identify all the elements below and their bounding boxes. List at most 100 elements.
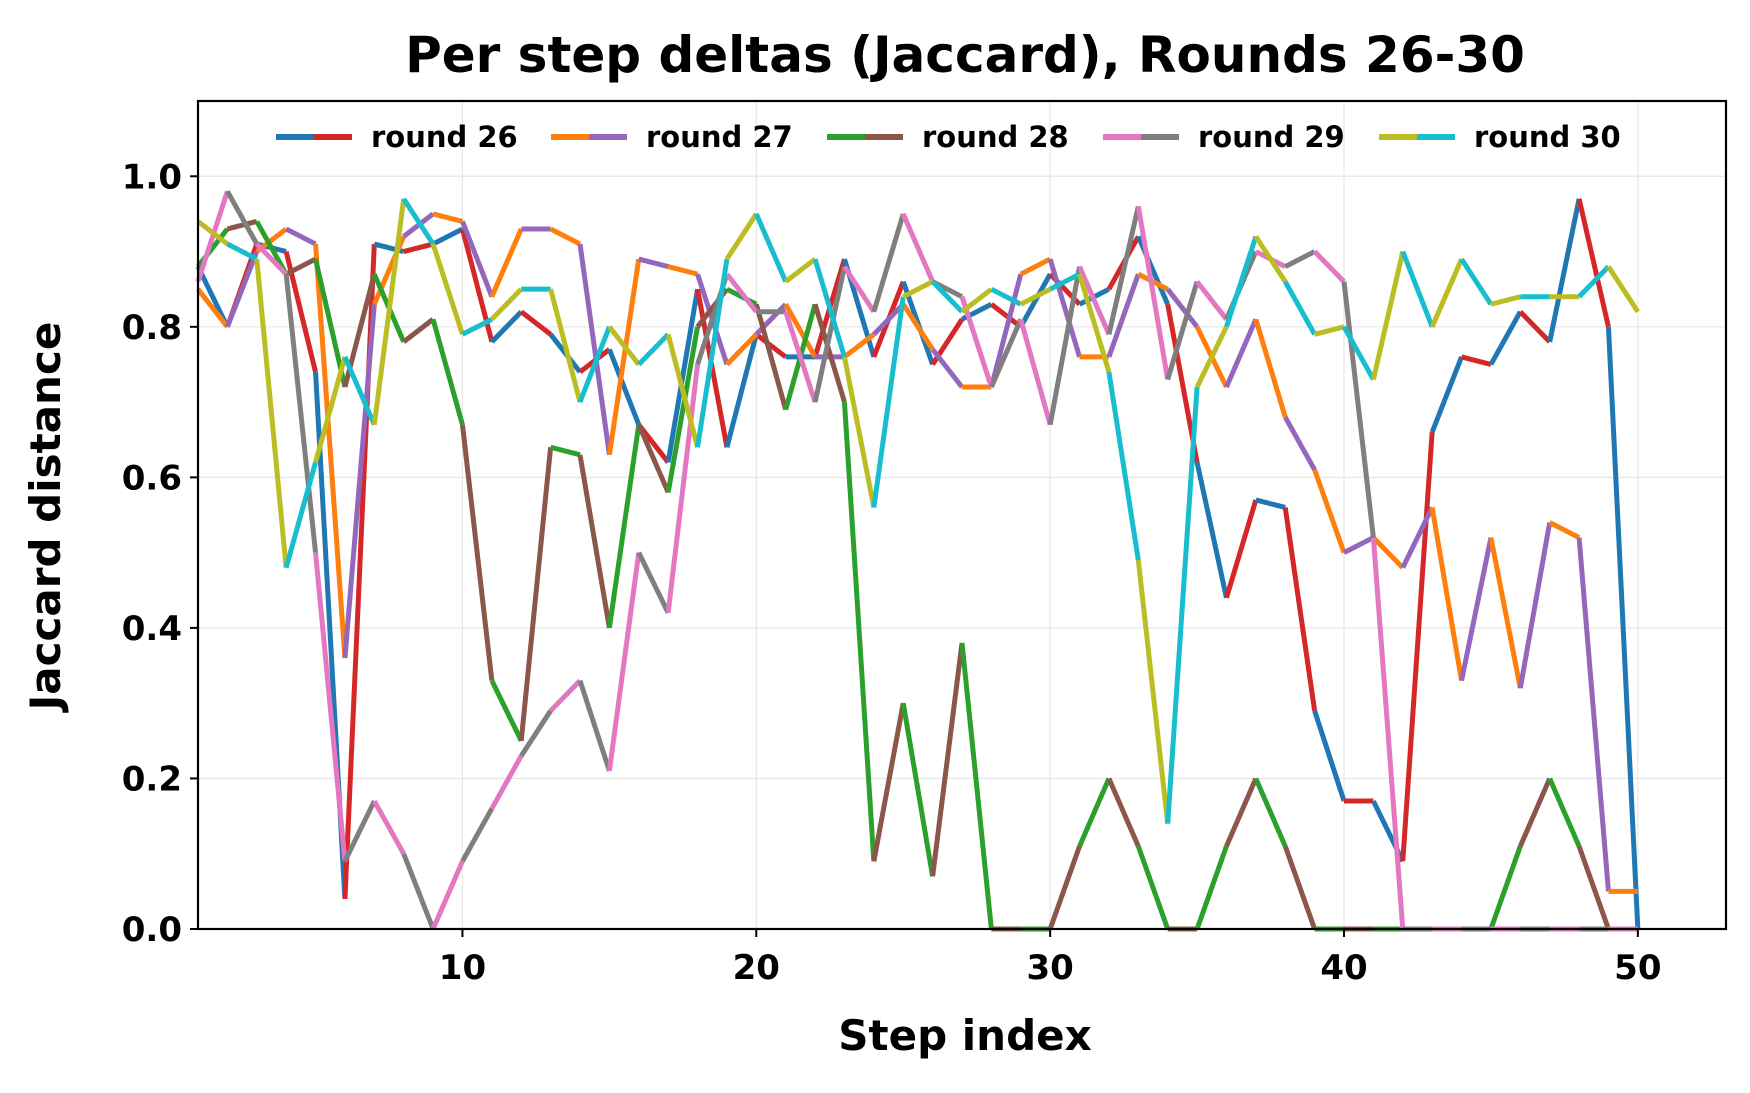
series-segment: [313, 552, 348, 862]
series-segment: [401, 197, 436, 246]
series-segment: [959, 642, 994, 930]
series-segment: [489, 754, 524, 810]
legend-label: round 27: [646, 120, 793, 154]
series-segment: [549, 444, 581, 458]
series-segment: [1488, 310, 1523, 366]
series-segment: [196, 219, 229, 247]
series-segment: [1282, 845, 1317, 930]
series-segment: [1400, 432, 1435, 862]
series-segment: [1047, 266, 1082, 426]
series-segment: [1547, 777, 1582, 848]
series-segment: [577, 454, 612, 629]
series-segment: [577, 243, 612, 456]
series-segment: [403, 241, 434, 254]
series-segment: [812, 258, 847, 358]
series-segment: [1518, 777, 1552, 848]
chart-title: Per step deltas (Jaccard), Rounds 26-30: [405, 26, 1525, 84]
series-segment: [753, 303, 789, 411]
series-segment: [461, 317, 493, 337]
series-segment: [1106, 371, 1141, 561]
series-round-30: [196, 197, 1640, 824]
series-segment: [1018, 318, 1053, 426]
series-segment: [225, 250, 260, 328]
series-segment: [930, 279, 964, 314]
series-segment: [490, 287, 524, 322]
series-segment: [548, 678, 582, 713]
x-tick-label: 10: [439, 948, 486, 988]
y-axis-label: Jaccard distance: [21, 322, 70, 714]
x-tick-label: 40: [1320, 948, 1367, 988]
series-segment: [548, 288, 583, 403]
series-segment: [1517, 522, 1553, 689]
series-segment: [254, 258, 289, 568]
series-segment: [1224, 499, 1259, 599]
series-segment: [549, 226, 582, 247]
series-segment: [489, 227, 524, 298]
series-round-26: [195, 198, 1641, 930]
series-segment: [842, 332, 876, 359]
series-segment: [1253, 235, 1288, 284]
series-segment: [518, 447, 554, 742]
series-segment: [1576, 845, 1611, 930]
series-segment: [606, 424, 642, 629]
y-tick-label: 0.8: [122, 308, 182, 348]
series-segment: [636, 423, 671, 494]
series-segment: [285, 256, 317, 277]
y-tick-label: 0.0: [122, 910, 182, 950]
series-segment: [1371, 535, 1405, 570]
series-segment: [1224, 318, 1259, 389]
series-segment: [1077, 777, 1112, 848]
series-segment: [1224, 777, 1259, 848]
series-segment: [342, 799, 377, 863]
series-segment: [226, 241, 258, 262]
series-segment: [1282, 507, 1318, 712]
series-segment: [930, 347, 964, 389]
series-segment: [430, 860, 465, 930]
series-segment: [489, 679, 524, 742]
grid-lines: [198, 101, 1726, 930]
series-segment: [1047, 258, 1082, 358]
series-segment: [1577, 264, 1611, 299]
series-segment: [1165, 386, 1200, 824]
series-segment: [431, 226, 464, 247]
x-tick-label: 50: [1614, 948, 1661, 988]
legend-label: round 30: [1474, 120, 1621, 154]
series-segment: [606, 552, 642, 772]
series-segment: [1106, 205, 1141, 335]
series-segment: [1195, 280, 1229, 321]
legend: round 26 round 27 round 28 round 29 round 30: [276, 120, 1621, 154]
series-segment: [1313, 324, 1345, 337]
series-segment: [1341, 325, 1376, 381]
series-segment: [871, 702, 906, 862]
series-segment: [1605, 326, 1641, 930]
series-segment: [1194, 325, 1229, 389]
series-segment: [725, 332, 759, 367]
series-segment: [313, 356, 348, 463]
series-segment: [872, 302, 906, 337]
series-segment: [519, 709, 553, 758]
series-segment: [342, 304, 377, 659]
series-segment: [1018, 272, 1053, 329]
y-tick-label: 0.6: [122, 458, 182, 498]
series-segment: [901, 302, 935, 351]
series-segment: [990, 286, 1022, 307]
y-tick-label: 1.0: [122, 157, 182, 197]
series-segment: [1548, 520, 1581, 540]
series-segment: [665, 288, 701, 463]
series-segment: [1429, 356, 1464, 434]
series-segment: [636, 332, 670, 367]
series-segment: [960, 287, 993, 314]
series-segment: [254, 220, 289, 276]
series-segment: [1312, 469, 1347, 554]
series-segment: [1224, 235, 1259, 328]
series-segment: [1135, 559, 1171, 824]
series-segment: [285, 226, 317, 247]
series-segment: [1576, 198, 1611, 328]
series-segment: [1049, 271, 1081, 292]
series-segment: [842, 265, 876, 314]
series-segment: [638, 256, 669, 270]
series-segment: [988, 273, 1024, 388]
series-segment: [1518, 310, 1552, 344]
series-segment: [783, 303, 818, 359]
